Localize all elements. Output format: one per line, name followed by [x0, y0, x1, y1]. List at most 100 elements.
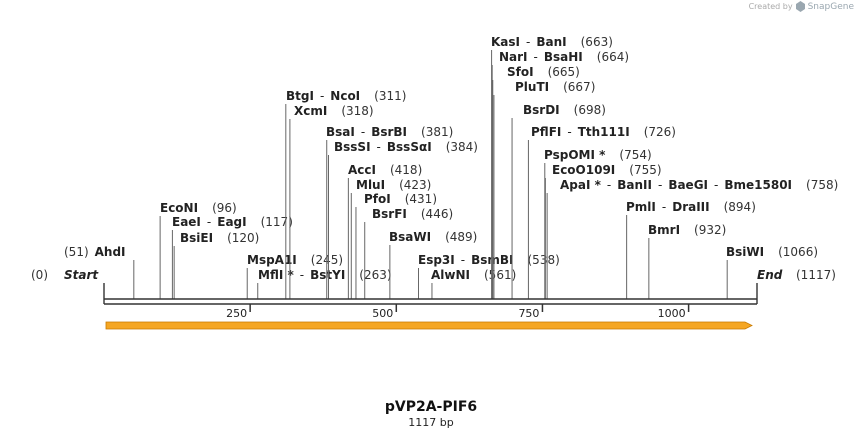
enzyme-name: BssSαI — [387, 140, 432, 154]
separator: - — [658, 178, 662, 192]
enzyme-name: MflI * — [258, 268, 294, 282]
plasmid-name: pVP2A-PIF6 — [384, 399, 478, 415]
enzyme-name: PluTI — [515, 80, 549, 94]
watermark-brand: SnapGene — [807, 1, 854, 12]
site-btgi[interactable]: BtgI - NcoI (311) — [285, 89, 407, 299]
snapgene-logo-icon — [795, 1, 805, 12]
enzyme-name: BtgI — [286, 89, 314, 103]
site-acci[interactable]: AccI (418) — [347, 163, 422, 299]
site-kasi[interactable]: KasI - BanI (663) — [491, 35, 613, 299]
end-label: End — [757, 268, 783, 282]
site-position: (755) — [629, 163, 661, 177]
site-eco0109i[interactable]: EcoO109I (755) — [544, 163, 662, 299]
site-pspomi[interactable]: PspOMI * (754) — [544, 148, 652, 299]
enzyme-name: BsrFI — [372, 207, 407, 221]
site-bsssi[interactable]: BssSI - BssSαI (384) — [327, 140, 478, 299]
site-bsiwi[interactable]: BsiWI (1066) — [726, 245, 818, 299]
site-position: (561) — [484, 268, 516, 282]
enzyme-name: BstYI — [310, 268, 345, 282]
site-pflfi[interactable]: PflFI - Tth111I (726) — [527, 125, 676, 299]
enzyme-name: EcoO109I — [552, 163, 615, 177]
enzyme-name: BanII — [617, 178, 652, 192]
enzyme-name: MluI — [356, 178, 385, 192]
site-position: (894) — [724, 200, 756, 214]
site-label: MluI (423) — [356, 178, 431, 192]
enzyme-name: AccI — [348, 163, 376, 177]
site-label: BsiEI (120) — [180, 231, 259, 245]
site-label: PspOMI * (754) — [544, 148, 652, 162]
site-position: (263) — [359, 268, 391, 282]
site-bsrdi[interactable]: BsrDI (698) — [511, 103, 606, 299]
enzyme-name: SfoI — [507, 65, 534, 79]
site-label: Esp3I-BsmBI(538) — [418, 253, 560, 267]
site-label: (51) AhdI — [64, 245, 126, 259]
site-label: BsiWI (1066) — [726, 245, 818, 259]
site-bsawi[interactable]: BsaWI (489) — [389, 230, 477, 299]
site-position: (117) — [261, 215, 293, 229]
site-label: PmlI - DraIII (894) — [626, 200, 756, 214]
enzyme-name: BaeGI — [668, 178, 708, 192]
end-position: (1117) — [796, 268, 836, 282]
separator: - — [567, 125, 571, 139]
start-position: (0) — [31, 268, 48, 282]
site-pluti[interactable]: PluTI (667) — [493, 80, 595, 299]
tick-label: 500 — [372, 307, 393, 320]
enzyme-name: NarI — [499, 50, 528, 64]
enzyme-name: Tth111I — [578, 125, 630, 139]
site-eaei[interactable]: EaeI - EagI (117) — [171, 215, 293, 299]
site-mfli[interactable]: MflI * - BstYI (263) — [257, 268, 392, 299]
site-bsai[interactable]: BsaI - BsrBI (381) — [326, 125, 453, 299]
site-label: KasI - BanI (663) — [491, 35, 613, 49]
enzyme-name: BsaWI — [389, 230, 431, 244]
enzyme-name: PfoI — [364, 192, 391, 206]
sequence-backbone — [103, 283, 758, 305]
site-position: (446) — [421, 207, 453, 221]
site-position: (384) — [446, 140, 478, 154]
site-position: (667) — [563, 80, 595, 94]
site-pmli[interactable]: PmlI - DraIII (894) — [626, 200, 756, 299]
site-position: (96) — [212, 201, 237, 215]
enzyme-name: BsrDI — [523, 103, 560, 117]
site-position: (1066) — [778, 245, 818, 259]
site-nari[interactable]: NarI - BsaHI (664) — [491, 50, 629, 299]
site-ahdi[interactable]: (51) AhdI — [64, 245, 135, 299]
site-position: (489) — [445, 230, 477, 244]
separator: - — [207, 215, 211, 229]
site-alwni[interactable]: AlwNI (561) — [431, 268, 516, 299]
site-mlui[interactable]: MluI (423) — [350, 178, 431, 299]
site-position: (538) — [528, 253, 560, 267]
enzyme-name: Bme1580I — [724, 178, 792, 192]
site-label: EcoO109I (755) — [552, 163, 662, 177]
site-position: (663) — [581, 35, 613, 49]
site-bmri[interactable]: BmrI (932) — [648, 223, 726, 299]
site-position: (754) — [619, 148, 651, 162]
enzyme-name: DraIII — [672, 200, 709, 214]
enzyme-name: BsrBI — [371, 125, 407, 139]
site-bsrfi[interactable]: BsrFI (446) — [364, 207, 453, 299]
site-label: PflFI - Tth111I (726) — [531, 125, 676, 139]
site-label: BsrDI (698) — [523, 103, 606, 117]
site-label: BsaWI (489) — [389, 230, 477, 244]
site-position: (423) — [399, 178, 431, 192]
tick-label: 750 — [518, 307, 539, 320]
site-label: EaeI - EagI (117) — [172, 215, 293, 229]
site-xcmi[interactable]: XcmI (318) — [289, 104, 374, 299]
enzyme-name: BsaI — [326, 125, 355, 139]
feature-arrow[interactable] — [105, 321, 753, 330]
enzyme-name: PflFI — [531, 125, 561, 139]
site-position: (311) — [374, 89, 406, 103]
enzyme-name: AhdI — [95, 245, 126, 259]
site-econi[interactable]: EcoNI (96) — [159, 201, 237, 299]
site-bsiei[interactable]: BsiEI (120) — [173, 231, 259, 299]
site-sfoi[interactable]: SfoI (665) — [492, 65, 580, 299]
site-position: (51) — [64, 245, 89, 259]
site-label: BmrI (932) — [648, 223, 726, 237]
enzyme-name: AlwNI — [431, 268, 470, 282]
site-mspa1i[interactable]: MspA1I (245) — [246, 253, 343, 299]
enzyme-name: BanI — [536, 35, 566, 49]
site-pfoi[interactable]: PfoI (431) — [355, 192, 437, 299]
site-position: (318) — [341, 104, 373, 118]
enzyme-name: Esp3I — [418, 253, 455, 267]
enzyme-name: NcoI — [330, 89, 360, 103]
site-apai[interactable]: ApaI * - BanII - BaeGI - Bme1580I (758) — [546, 178, 838, 299]
